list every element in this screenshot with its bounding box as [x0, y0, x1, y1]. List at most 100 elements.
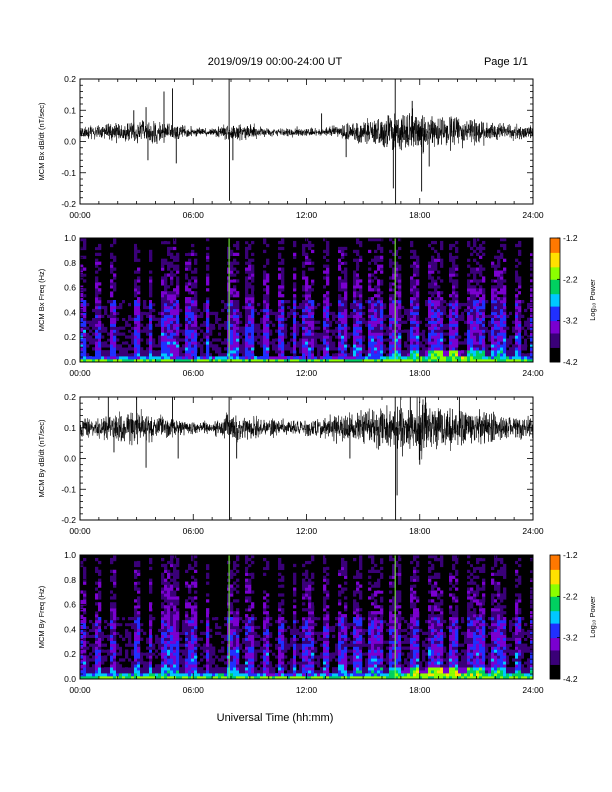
spectrogram-cell: [332, 314, 336, 319]
series-trace: [79, 397, 534, 460]
spectrogram-cell: [188, 646, 192, 650]
spectrogram-cell: [488, 359, 492, 363]
spectrogram-cell: [173, 246, 177, 251]
spectrogram-cell: [302, 302, 306, 307]
spectrogram-cell: [281, 240, 285, 245]
spectrogram-cell: [86, 329, 90, 333]
y-tick-label: -0.2: [61, 199, 76, 209]
spectrogram-cell: [308, 261, 312, 265]
spectrogram-cell: [455, 249, 459, 254]
spectrogram-cell: [377, 238, 381, 242]
spectrogram-cell: [461, 314, 465, 319]
spectrogram-cell: [428, 320, 432, 324]
spectrogram-cell: [107, 643, 111, 647]
spectrogram-cell: [161, 673, 165, 677]
spectrogram-cell: [149, 329, 153, 333]
spectrogram-cell: [110, 652, 114, 656]
spectrogram-cell: [125, 341, 129, 345]
spectrogram-cell: [245, 344, 249, 348]
spectrogram-cell: [89, 335, 93, 339]
spectrogram-cell: [107, 676, 111, 680]
spectrogram-cell: [158, 317, 162, 321]
spectrogram-cell: [80, 255, 84, 259]
spectrogram-cell: [173, 599, 177, 603]
spectrogram-cell: [437, 344, 441, 348]
spectrogram-cell: [149, 314, 153, 319]
spectrogram-cell: [161, 320, 165, 324]
spectrogram-cell: [311, 341, 315, 345]
spectrogram-cell: [257, 302, 261, 307]
spectrogram-cell: [212, 302, 216, 307]
spectrogram-cell: [419, 311, 423, 316]
spectrogram-cell: [410, 302, 414, 307]
spectrogram-cell: [452, 338, 456, 342]
spectrogram-cell: [449, 332, 453, 336]
spectrogram-cell: [80, 655, 84, 659]
spectrogram-cell: [344, 279, 348, 283]
spectrogram-cell: [209, 649, 213, 653]
spectrogram-cell: [185, 628, 189, 633]
spectrogram-cell: [110, 619, 114, 624]
spectrogram-cell: [398, 252, 402, 257]
spectrogram-cell: [119, 302, 123, 307]
spectrogram-cell: [413, 323, 417, 327]
spectrogram-cell: [155, 323, 159, 327]
spectrogram-cell: [353, 317, 357, 321]
plot-frame: [79, 237, 534, 363]
spectrogram-cell: [410, 332, 414, 336]
spectrogram-cell: [224, 338, 228, 342]
spectrogram-cell: [122, 646, 126, 650]
spectrogram-cell: [251, 326, 255, 330]
spectrogram-cell: [497, 311, 501, 316]
spectrogram-cell: [170, 347, 174, 351]
spectrogram-cell: [161, 308, 165, 313]
spectrogram-cell: [281, 359, 285, 363]
spectrogram-cell: [479, 356, 483, 360]
spectrogram-cell: [278, 356, 282, 360]
spectrogram-cell: [371, 308, 375, 313]
spectrogram-cell: [170, 311, 174, 316]
spectrogram-cell: [305, 347, 309, 351]
spectrogram-cell: [482, 338, 486, 342]
spectrogram-cell: [170, 649, 174, 653]
spectrogram-cell: [278, 276, 282, 280]
spectrogram-cell: [368, 332, 372, 336]
spectrogram-cell: [422, 353, 426, 357]
spectrogram-cell: [464, 353, 468, 357]
spectrogram-cell: [80, 634, 84, 638]
spectrogram-cell: [281, 320, 285, 324]
spectrogram-cell: [110, 294, 114, 298]
spectrogram-cell: [164, 300, 168, 304]
spectrogram-cell: [92, 625, 96, 630]
spectrogram-cell: [425, 300, 429, 304]
spectrogram-cell: [476, 338, 480, 342]
spectrogram-cell: [395, 302, 399, 307]
spectrogram-cell: [416, 332, 420, 336]
spectrogram-cell: [335, 300, 339, 304]
spectrogram-cell: [473, 326, 477, 330]
spectrogram-cell: [266, 308, 270, 313]
spectrogram-cell: [134, 320, 138, 324]
spectrogram-cell: [494, 270, 498, 274]
spectrogram-cell: [95, 300, 99, 304]
spectrogram-cell: [410, 314, 414, 319]
spectrogram-cell: [377, 341, 381, 345]
x-tick-label: 18:00: [409, 526, 431, 536]
spectrogram-cell: [392, 353, 396, 357]
spectrogram-cell: [176, 353, 180, 357]
spectrogram-cell: [416, 314, 420, 319]
spectrogram-cell: [137, 323, 141, 327]
spectrogram-cell: [320, 335, 324, 339]
spectrogram-cell: [359, 302, 363, 307]
spectrogram-cell: [131, 347, 135, 351]
spectrogram-cell: [431, 356, 435, 360]
spectrogram-cell: [206, 238, 210, 242]
spectrogram-cell: [521, 359, 525, 363]
spectrogram-cell: [188, 608, 192, 612]
spectrogram-cell: [98, 643, 102, 647]
spectrogram-cell: [194, 344, 198, 348]
spectrogram-cell: [230, 270, 234, 274]
spectrogram-cell: [323, 255, 327, 259]
spectrogram-cell: [245, 288, 249, 292]
spectrogram-cell: [83, 317, 87, 321]
